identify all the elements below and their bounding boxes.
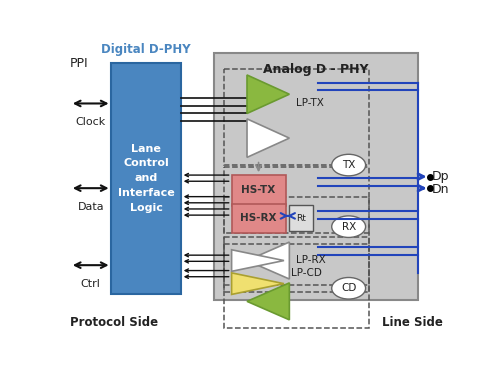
Polygon shape [232, 250, 284, 271]
Text: Analog D - PHY: Analog D - PHY [263, 62, 368, 76]
Text: TX: TX [342, 160, 355, 170]
Bar [214, 53, 418, 300]
Text: Lane
Control
and
Interface
Logic: Lane Control and Interface Logic [118, 144, 174, 213]
Text: PPI: PPI [70, 57, 88, 70]
Text: Line Side: Line Side [382, 316, 442, 329]
Ellipse shape [332, 216, 366, 237]
Text: Data: Data [78, 202, 104, 212]
Text: HS-RX: HS-RX [240, 213, 277, 223]
Text: Dn: Dn [432, 183, 450, 196]
Bar [232, 175, 285, 206]
Bar [288, 205, 313, 231]
Bar [232, 203, 285, 233]
Polygon shape [247, 242, 290, 279]
Bar [112, 62, 181, 294]
Bar [224, 69, 368, 165]
Text: CD: CD [341, 283, 356, 293]
Text: Digital D-PHY: Digital D-PHY [102, 43, 191, 56]
Text: RX: RX [342, 222, 356, 232]
Bar [224, 244, 368, 292]
Text: LP-TX: LP-TX [296, 98, 324, 109]
Bar [224, 197, 368, 285]
Bar [224, 237, 368, 328]
Text: Ctrl: Ctrl [81, 279, 100, 289]
Text: HS-TX: HS-TX [242, 186, 276, 195]
Text: Rt: Rt [296, 214, 306, 223]
Bar [224, 167, 368, 233]
Polygon shape [247, 119, 290, 157]
Polygon shape [232, 273, 284, 295]
Text: LP-RX: LP-RX [296, 255, 326, 265]
Text: LP-CD: LP-CD [291, 268, 322, 278]
Polygon shape [247, 283, 290, 320]
Ellipse shape [332, 277, 366, 299]
Text: Clock: Clock [76, 117, 106, 127]
Text: Protocol Side: Protocol Side [70, 316, 158, 329]
Polygon shape [247, 75, 290, 114]
Ellipse shape [332, 154, 366, 176]
Text: Dp: Dp [432, 170, 450, 183]
